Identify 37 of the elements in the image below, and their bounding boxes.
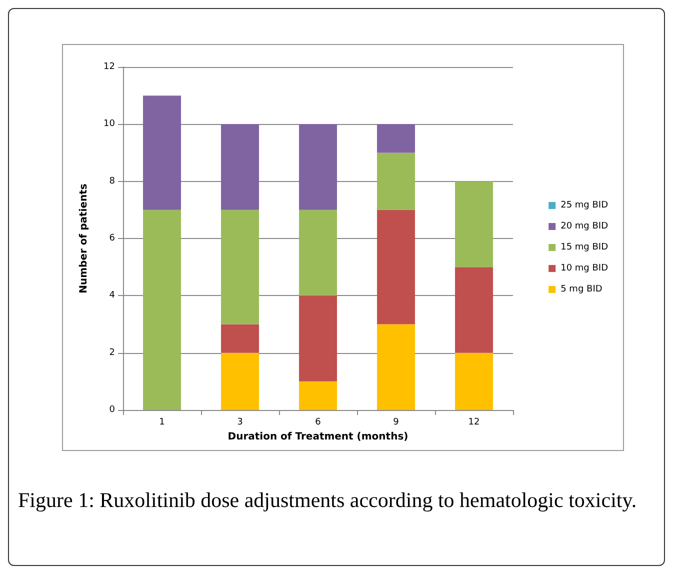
y-tick-label: 8	[109, 176, 116, 186]
bar	[143, 210, 181, 410]
y-tick-label: 4	[109, 290, 116, 301]
caption: Figure 1: Ruxolitinib dose adjustments according to hematologic toxicity.	[18, 487, 638, 514]
x-tick-label: 3	[237, 418, 243, 428]
bar	[143, 96, 181, 210]
bar	[221, 210, 259, 324]
bar	[221, 352, 259, 410]
y-tick-label: 12	[104, 62, 115, 72]
bar	[377, 324, 415, 410]
bar	[221, 324, 259, 353]
bar	[299, 210, 337, 296]
bar	[377, 152, 415, 210]
x-tick-label: 9	[393, 418, 400, 428]
x-tick-label: 1	[159, 418, 165, 428]
y-tick-label: 0	[109, 405, 116, 415]
legend-label: 15 mg BID	[560, 242, 608, 252]
y-tick-label: 6	[109, 234, 116, 244]
legend-label: 5 mg BID	[560, 284, 602, 294]
bar	[455, 181, 493, 268]
y-tick-label: 10	[104, 119, 116, 130]
bar	[377, 124, 415, 153]
bar	[299, 124, 337, 210]
bar	[299, 381, 337, 410]
legend-label: 25 mg BID	[560, 200, 608, 210]
x-axis-title: Duration of Treatment (months)	[228, 432, 408, 442]
legend-label: 10 mg BID	[560, 264, 608, 274]
y-tick-label: 2	[109, 348, 115, 358]
legend-label: 20 mg BID	[560, 222, 608, 232]
x-tick-label: 6	[315, 418, 322, 428]
bar	[221, 124, 259, 210]
bar	[299, 296, 337, 382]
bar	[455, 267, 493, 353]
x-tick-label: 12	[468, 418, 480, 428]
y-axis-title: Number of patients	[78, 184, 90, 294]
bar	[455, 352, 493, 410]
bar	[377, 210, 415, 324]
